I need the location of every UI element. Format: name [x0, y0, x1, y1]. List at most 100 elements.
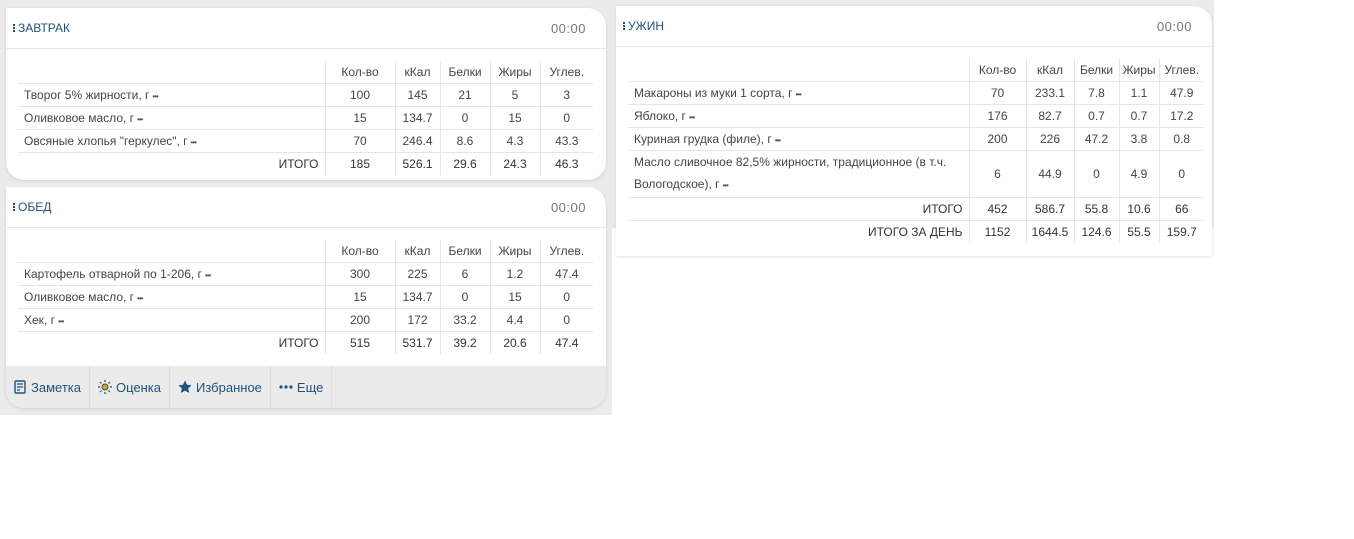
cell-fat: 1.2 — [489, 262, 540, 286]
total-qty: 515 — [324, 331, 395, 354]
menu-dots-icon[interactable] — [13, 24, 15, 32]
column-header: Жиры — [489, 240, 540, 263]
meal-title-text: ЗАВТРАК — [18, 21, 70, 35]
column-header: кКал — [1025, 59, 1074, 82]
cell-carbs: 0 — [1158, 150, 1204, 198]
cell-protein: 6 — [439, 262, 490, 286]
meal-title[interactable]: ЗАВТРАК — [13, 21, 70, 35]
table-row[interactable]: Макароны из муки 1 сорта, г ••• 70 233.1 7.8… — [628, 81, 1204, 105]
cell-kcal: 145 — [394, 83, 440, 107]
table-row[interactable]: Масло сливочное 82,5% жирности, традицио… — [628, 150, 1204, 198]
cell-fat: 15 — [489, 285, 540, 309]
meal-title[interactable]: УЖИН — [623, 19, 664, 33]
menu-dots-icon[interactable] — [623, 22, 625, 30]
meal-time[interactable]: 00:00 — [550, 199, 586, 215]
cell-protein: 47.2 — [1073, 127, 1119, 151]
toolbar-button-ellipsis[interactable]: Еще — [271, 366, 333, 408]
cell-kcal: 225 — [394, 262, 440, 286]
column-header: кКал — [394, 240, 440, 263]
toolbar-button-sun[interactable]: Оценка — [90, 366, 171, 408]
ellipsis-icon[interactable]: ••• — [137, 115, 143, 124]
column-header: Жиры — [489, 61, 540, 84]
cell-qty: 300 — [324, 262, 395, 286]
day-total-carbs: 159.7 — [1158, 220, 1204, 243]
card-header: ОБЕД 00:00 — [6, 187, 606, 228]
food-name[interactable]: Оливковое масло, г — [24, 290, 135, 304]
header-name — [18, 61, 325, 84]
ellipsis-icon[interactable]: ••• — [795, 90, 801, 99]
food-name[interactable]: Яблоко, г — [634, 109, 686, 123]
ellipsis-icon[interactable]: ••• — [57, 317, 64, 326]
table-row[interactable]: Оливковое масло, г ••• 15 134.7 0 15 0 — [18, 106, 593, 130]
total-qty: 185 — [324, 152, 395, 175]
food-name[interactable]: Масло сливочное 82,5% жирности, традицио… — [634, 155, 947, 191]
cell-protein: 0 — [439, 106, 490, 130]
cell-protein: 8.6 — [439, 129, 490, 153]
food-name[interactable]: Куриная грудка (филе), г — [634, 132, 772, 146]
ellipsis-icon[interactable]: ••• — [688, 113, 695, 122]
cell-kcal: 134.7 — [394, 285, 440, 309]
cell-qty: 200 — [968, 127, 1026, 151]
ellipsis-icon[interactable]: ••• — [722, 181, 729, 190]
food-name[interactable]: Картофель отварной по 1-206, г — [24, 267, 202, 281]
total-fat: 20.6 — [489, 331, 540, 354]
total-fat: 10.6 — [1118, 197, 1159, 221]
cell-fat: 4.9 — [1118, 150, 1159, 198]
header-name — [18, 240, 325, 263]
toolbar-label: Заметка — [31, 379, 81, 395]
total-carbs: 47.4 — [539, 331, 593, 354]
meal-card-lunch: ОБЕД 00:00 Кол-во кКал Белки Жиры Углев. Картоф… — [6, 187, 606, 408]
food-name-cell: Масло сливочное 82,5% жирности, традицио… — [628, 150, 969, 198]
day-total-qty: 1152 — [968, 220, 1026, 243]
meal-title[interactable]: ОБЕД — [13, 200, 51, 214]
column-header: Кол-во — [324, 240, 395, 263]
meal-time[interactable]: 00:00 — [1156, 18, 1192, 34]
table-row[interactable]: Оливковое масло, г ••• 15 134.7 0 15 0 — [18, 285, 593, 309]
toolbar-button-star[interactable]: Избранное — [170, 366, 271, 408]
total-carbs: 46.3 — [539, 152, 593, 175]
food-name[interactable]: Макароны из муки 1 сорта, г — [634, 86, 793, 100]
column-header: Углев. — [539, 61, 593, 84]
cell-fat: 15 — [489, 106, 540, 130]
day-total-fat: 55.5 — [1118, 220, 1159, 243]
cell-kcal: 134.7 — [394, 106, 440, 130]
table-row[interactable]: Овсяные хлопья "геркулес", г ••• 70 246.4 8.… — [18, 129, 593, 153]
column-header: Кол-во — [324, 61, 395, 84]
cell-carbs: 47.9 — [1158, 81, 1204, 105]
ellipsis-icon[interactable]: ••• — [204, 271, 211, 280]
cell-carbs: 0.8 — [1158, 127, 1204, 151]
food-name[interactable]: Творог 5% жирности, г — [24, 88, 150, 102]
cell-protein: 21 — [439, 83, 490, 107]
menu-dots-icon[interactable] — [13, 203, 15, 211]
table-row[interactable]: Яблоко, г ••• 176 82.7 0.7 0.7 17.2 — [628, 104, 1204, 128]
table-row[interactable]: Творог 5% жирности, г ••• 100 145 21 5 3 — [18, 83, 593, 107]
food-name-cell: Макароны из муки 1 сорта, г ••• — [628, 81, 969, 105]
column-header: Углев. — [1158, 59, 1204, 82]
cell-carbs: 3 — [539, 83, 593, 107]
cell-fat: 3.8 — [1118, 127, 1159, 151]
total-row: ИТОГО 452 586.7 55.8 10.6 66 — [628, 197, 1204, 221]
food-name-cell: Оливковое масло, г ••• — [18, 106, 325, 130]
cell-fat: 4.3 — [489, 129, 540, 153]
ellipsis-icon[interactable]: ••• — [190, 138, 197, 147]
card-header: ЗАВТРАК 00:00 — [6, 8, 606, 49]
column-header: Кол-во — [968, 59, 1026, 82]
table-row[interactable]: Хек, г ••• 200 172 33.2 4.4 0 — [18, 308, 593, 332]
toolbar-button-note[interactable]: Заметка — [6, 366, 90, 408]
table-header-row: Кол-во кКал Белки Жиры Углев. — [18, 240, 593, 263]
table-row[interactable]: Куриная грудка (филе), г ••• 200 226 47.2 3.8… — [628, 127, 1204, 151]
cell-protein: 0 — [439, 285, 490, 309]
cell-kcal: 226 — [1025, 127, 1074, 151]
ellipsis-icon[interactable]: ••• — [774, 136, 781, 145]
cell-carbs: 0 — [539, 106, 593, 130]
food-name[interactable]: Оливковое масло, г — [24, 111, 135, 125]
table-row[interactable]: Картофель отварной по 1-206, г ••• 300 225 6… — [18, 262, 593, 286]
food-name[interactable]: Хек, г — [24, 313, 55, 327]
cell-protein: 7.8 — [1073, 81, 1119, 105]
total-kcal: 586.7 — [1025, 197, 1074, 221]
ellipsis-icon[interactable]: ••• — [152, 92, 158, 101]
meal-time[interactable]: 00:00 — [550, 20, 586, 36]
total-label: ИТОГО — [628, 197, 969, 221]
ellipsis-icon[interactable]: ••• — [137, 294, 143, 303]
food-name[interactable]: Овсяные хлопья "геркулес", г — [24, 134, 188, 148]
